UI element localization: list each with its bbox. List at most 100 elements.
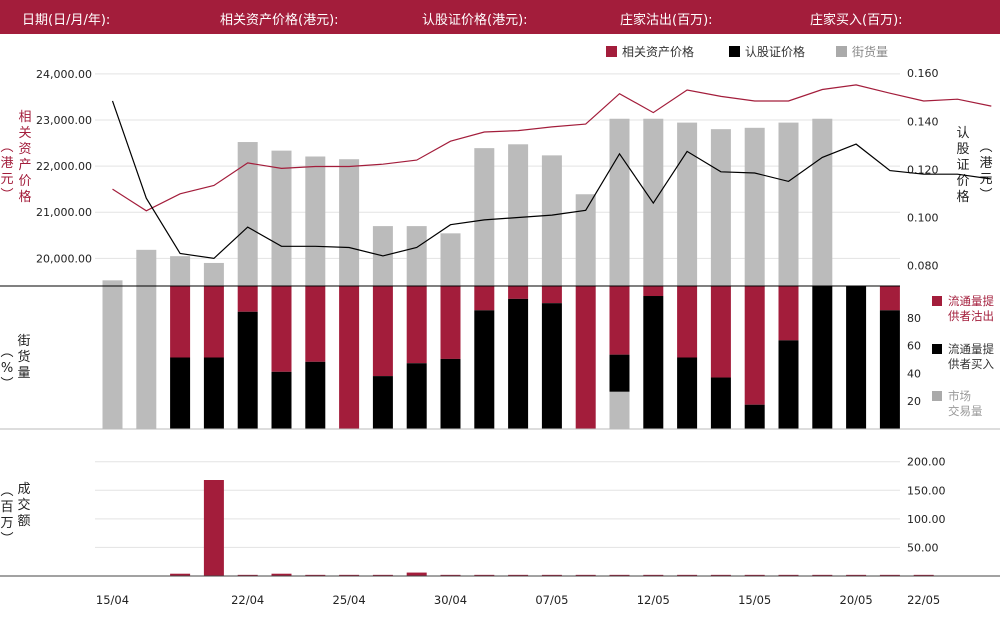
legend-lp-sell-label: 流通量提 供者沽出 bbox=[948, 294, 994, 323]
warrant-price-line bbox=[111, 100, 992, 260]
street-bar bbox=[170, 256, 191, 286]
lp-buy-bar bbox=[778, 340, 799, 429]
left-bot-unit: ︵ 百万 ︶ bbox=[0, 484, 14, 547]
turnover-axis-tick-label: 50.00 bbox=[907, 541, 939, 554]
street-bar bbox=[778, 122, 799, 287]
legend-warrant[interactable]: 认股证价格 bbox=[729, 43, 805, 60]
lp-sell-bar bbox=[508, 286, 529, 299]
flow-axis-tick-label: 80 bbox=[907, 312, 921, 325]
turnover-bar bbox=[575, 574, 596, 576]
x-axis-tick-label: 22/04 bbox=[231, 593, 264, 607]
turnover-bar bbox=[677, 574, 698, 576]
street-bar bbox=[744, 127, 765, 286]
lp-sell-bar bbox=[609, 286, 630, 355]
lp-buy-bar bbox=[203, 357, 224, 429]
street-bar bbox=[677, 122, 698, 287]
turnover-axis-tick-label: 100.00 bbox=[907, 513, 946, 526]
lp-sell-bar bbox=[778, 286, 799, 341]
street-bar bbox=[710, 129, 731, 286]
street-bar bbox=[812, 118, 833, 286]
header-mm-sell-label: 庄家沽出(百万): bbox=[620, 13, 713, 28]
legend-underlying[interactable]: 相关资产价格 bbox=[606, 43, 694, 60]
turnover-bar bbox=[305, 574, 326, 576]
lp-buy-bar bbox=[643, 296, 664, 429]
left-axis-tick-label: 21,000.00 bbox=[36, 206, 92, 219]
left-axis-tick-label: 22,000.00 bbox=[36, 160, 92, 173]
street-bar bbox=[136, 249, 157, 286]
lp-buy-bar bbox=[440, 358, 461, 429]
lp-buy-bar bbox=[474, 310, 495, 429]
lp-buy-bar bbox=[508, 298, 529, 429]
x-axis-tick-label: 25/04 bbox=[333, 593, 366, 607]
legend-warrant-label: 认股证价格 bbox=[745, 45, 806, 59]
header-date-label: 日期(日/月/年): bbox=[22, 13, 111, 28]
lp-buy-bar bbox=[710, 377, 731, 429]
left-top-title: 相关资产价格 bbox=[18, 110, 32, 205]
lp-sell-bar bbox=[440, 286, 461, 359]
turnover-bar bbox=[744, 574, 765, 576]
turnover-bar bbox=[913, 574, 934, 576]
legend-street-label: 街货量 bbox=[852, 45, 889, 59]
legend-market-swatch bbox=[932, 391, 942, 401]
right-axis-tick-label: 0.080 bbox=[907, 260, 939, 273]
lp-buy-bar bbox=[541, 303, 562, 429]
turnover-bar bbox=[271, 573, 292, 576]
street-bar bbox=[609, 118, 630, 286]
turnover-axis-tick-label: 200.00 bbox=[907, 456, 946, 469]
left-bot-title: 成交额 bbox=[17, 482, 31, 529]
legend-lp-buy-label: 流通量提 供者买入 bbox=[948, 342, 994, 371]
turnover-bar bbox=[846, 574, 867, 576]
lp-sell-bar bbox=[879, 286, 900, 311]
legend-warrant-swatch bbox=[729, 46, 740, 57]
lp-sell-bar bbox=[237, 286, 258, 312]
flow-axis-tick-label: 20 bbox=[907, 395, 921, 408]
legend-lp-sell-swatch bbox=[932, 296, 942, 306]
legend-underlying-label: 相关资产价格 bbox=[622, 45, 695, 59]
left-axis-tick-label: 24,000.00 bbox=[36, 68, 92, 81]
lp-sell-bar bbox=[305, 286, 326, 362]
lp-sell-bar bbox=[643, 286, 664, 297]
street-bar bbox=[102, 280, 123, 286]
lp-buy-bar bbox=[170, 357, 191, 429]
turnover-bar bbox=[440, 574, 461, 576]
legend-underlying-swatch bbox=[606, 46, 617, 57]
turnover-bar bbox=[508, 574, 529, 576]
lp-sell-bar bbox=[271, 286, 292, 372]
flow-axis-tick-label: 40 bbox=[907, 367, 921, 380]
lp-buy-bar bbox=[271, 371, 292, 429]
lp-buy-bar bbox=[879, 310, 900, 429]
x-axis-tick-label: 12/05 bbox=[637, 593, 670, 607]
turnover-bar bbox=[237, 574, 258, 576]
turnover-bar bbox=[203, 480, 224, 576]
turnover-bar bbox=[609, 574, 630, 576]
lp-sell-bar bbox=[541, 286, 562, 304]
turnover-bar bbox=[339, 574, 360, 576]
left-axis-tick-label: 23,000.00 bbox=[36, 114, 92, 127]
turnover-bar bbox=[879, 574, 900, 576]
street-bar bbox=[508, 144, 529, 286]
turnover-bar bbox=[372, 574, 393, 576]
flow-axis-tick-label: 60 bbox=[907, 340, 921, 353]
left-mid-title: 街货量 bbox=[17, 334, 31, 381]
street-bar bbox=[271, 150, 292, 286]
street-bar bbox=[406, 226, 427, 286]
lp-buy-bar bbox=[372, 376, 393, 429]
lp-buy-bar bbox=[744, 404, 765, 429]
turnover-bar bbox=[643, 574, 664, 576]
street-bar bbox=[237, 142, 258, 286]
turnover-bar bbox=[812, 574, 833, 576]
lp-sell-bar bbox=[203, 286, 224, 358]
lp-sell-bar bbox=[710, 286, 731, 378]
header-bar: 日期(日/月/年): 相关资产价格(港元): 认股证价格(港元): 庄家沽出(百… bbox=[0, 0, 1000, 34]
header-mm-buy-label: 庄家买入(百万): bbox=[810, 13, 903, 28]
street-bar bbox=[474, 148, 495, 286]
x-axis-tick-label: 22/05 bbox=[907, 593, 940, 607]
header-underlying-label: 相关资产价格(港元): bbox=[220, 13, 339, 28]
legend-market-label: 市场 交易量 bbox=[948, 389, 983, 418]
street-bar bbox=[203, 262, 224, 286]
legend-street[interactable]: 街货量 bbox=[836, 43, 888, 60]
lp-buy-bar bbox=[812, 286, 833, 429]
lp-buy-bar bbox=[609, 354, 630, 392]
x-axis-tick-label: 20/05 bbox=[840, 593, 873, 607]
